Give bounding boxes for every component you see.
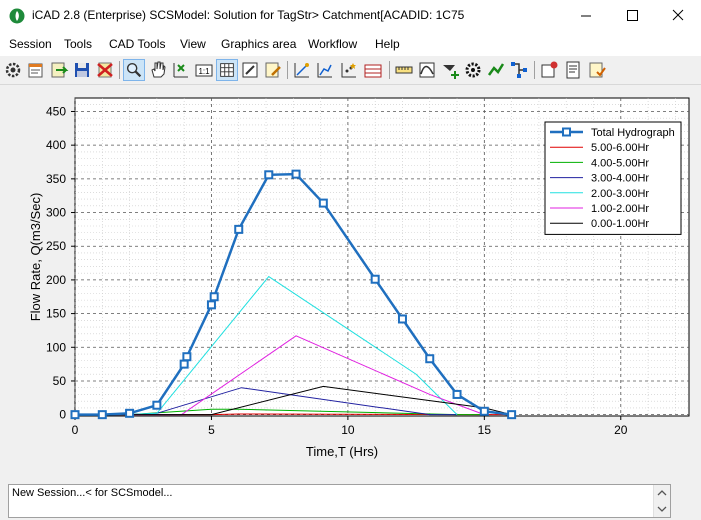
status-scrollbar[interactable]: [653, 485, 670, 517]
close-icon[interactable]: [655, 0, 701, 32]
y-tick-label: 400: [46, 138, 66, 152]
data-point: [179, 359, 189, 369]
data-point: [97, 410, 107, 420]
series-line: [75, 172, 512, 416]
minimize-icon[interactable]: [563, 0, 609, 32]
legend-entry: 2.00-3.00Hr: [591, 188, 649, 200]
hydrograph-chart: 0 5 10 15 20050100150200250300350400450Time,…: [28, 97, 690, 459]
menu-view[interactable]: View: [180, 37, 206, 51]
y-axis-label: Flow Rate, Q(m3/Sec): [28, 193, 43, 322]
y-tick-label: 450: [46, 104, 66, 118]
y-tick-label: 150: [46, 307, 66, 321]
menu-session[interactable]: Session: [9, 37, 52, 51]
y-tick-label: 200: [46, 273, 66, 287]
report-table-icon[interactable]: [362, 59, 384, 81]
toolbar-separator: [287, 61, 288, 79]
data-point: [234, 224, 244, 234]
pick-point-icon[interactable]: [170, 59, 192, 81]
data-point: [152, 400, 162, 410]
toolbar-separator: [534, 61, 535, 79]
legend-box: [544, 121, 682, 235]
add-node-icon[interactable]: [439, 59, 461, 81]
menu-tools[interactable]: Tools: [64, 37, 93, 51]
import-icon[interactable]: [48, 59, 70, 81]
chevron-down-icon[interactable]: [654, 502, 670, 516]
data-point: [370, 274, 380, 284]
status-text: New Session...< for SCSmodel...: [12, 487, 173, 499]
data-point: [397, 314, 407, 324]
x-tick-label: 0: [72, 423, 79, 437]
data-point: [125, 408, 135, 418]
data-point: [70, 410, 80, 420]
measure-icon[interactable]: [393, 59, 415, 81]
edit-window-icon[interactable]: [239, 59, 261, 81]
y-tick-label: 100: [46, 340, 66, 354]
review-icon[interactable]: [586, 59, 608, 81]
menu-bar: [0, 32, 701, 56]
delete-icon[interactable]: [94, 59, 116, 81]
legend-entry: 5.00-6.00Hr: [591, 142, 649, 154]
toolbar: [0, 56, 701, 85]
legend-entry: 0.00-1.00Hr: [591, 218, 649, 230]
data-point: [264, 170, 274, 180]
chevron-up-icon[interactable]: [654, 486, 670, 500]
title-bar: iCAD 2.8 (Enterprise) SCSModel: Solution…: [0, 0, 701, 32]
legend-entry: 4.00-5.00Hr: [591, 157, 649, 169]
menu-cad-tools[interactable]: CAD Tools: [109, 37, 166, 51]
legend-marker: [562, 127, 571, 137]
y-tick-label: 300: [46, 206, 66, 220]
maximize-icon[interactable]: [609, 0, 655, 32]
y-tick-label: 250: [46, 239, 66, 253]
report-icon[interactable]: [562, 59, 584, 81]
zoom-icon[interactable]: [123, 59, 145, 81]
menu-help[interactable]: Help: [375, 37, 400, 51]
data-point: [425, 354, 435, 364]
legend-entry: 1.00-2.00Hr: [591, 203, 649, 215]
notes-icon[interactable]: [262, 59, 284, 81]
series-line: [75, 385, 512, 416]
properties-icon[interactable]: [25, 59, 47, 81]
menu-graphics-area[interactable]: Graphics area: [221, 37, 297, 51]
y-tick-label: 50: [53, 374, 67, 388]
trend-icon[interactable]: [485, 59, 507, 81]
settings-wheel-icon[interactable]: [462, 59, 484, 81]
x-tick-label: 5: [208, 423, 215, 437]
x-tick-label: 20: [614, 423, 628, 437]
pan-icon[interactable]: [147, 59, 169, 81]
network-icon[interactable]: [508, 59, 530, 81]
app-logo-icon: [9, 8, 25, 24]
scale-1-1-icon[interactable]: 1:1: [193, 59, 215, 81]
grid-icon[interactable]: [216, 59, 238, 81]
toolbar-separator: [119, 61, 120, 79]
data-point: [182, 352, 192, 362]
gear-icon[interactable]: [2, 59, 24, 81]
x-axis-label: Time,T (Hrs): [306, 444, 378, 459]
data-point: [206, 300, 216, 310]
y-tick-label: 0: [59, 408, 66, 422]
save-icon[interactable]: [71, 59, 93, 81]
data-point: [507, 410, 517, 420]
data-point: [209, 292, 219, 302]
legend-entry: Total Hydrograph: [591, 127, 675, 139]
draw-line-icon[interactable]: [291, 59, 313, 81]
window-title: iCAD 2.8 (Enterprise) SCSModel: Solution…: [32, 8, 465, 22]
y-tick-label: 350: [46, 172, 66, 186]
data-point: [318, 198, 328, 208]
chart-area: 0 5 10 15 20 0 50 100 150 200 250 300 350 400 450 Time,…: [0, 86, 701, 482]
data-point: [479, 406, 489, 416]
data-point: [291, 169, 301, 179]
svg-text:1:1: 1:1: [198, 67, 210, 76]
data-point: [452, 389, 462, 399]
curve-icon[interactable]: [416, 59, 438, 81]
legend-entry: 3.00-4.00Hr: [591, 173, 649, 185]
tools-icon[interactable]: [538, 59, 560, 81]
menu-workflow[interactable]: Workflow: [308, 37, 358, 51]
toolbar-separator: [389, 61, 390, 79]
x-tick-label: 10: [341, 423, 355, 437]
status-panel: New Session...< for SCSmodel...: [8, 484, 671, 518]
x-tick-label: 15: [478, 423, 492, 437]
magic-points-icon[interactable]: [338, 59, 360, 81]
edit-points-icon[interactable]: [314, 59, 336, 81]
